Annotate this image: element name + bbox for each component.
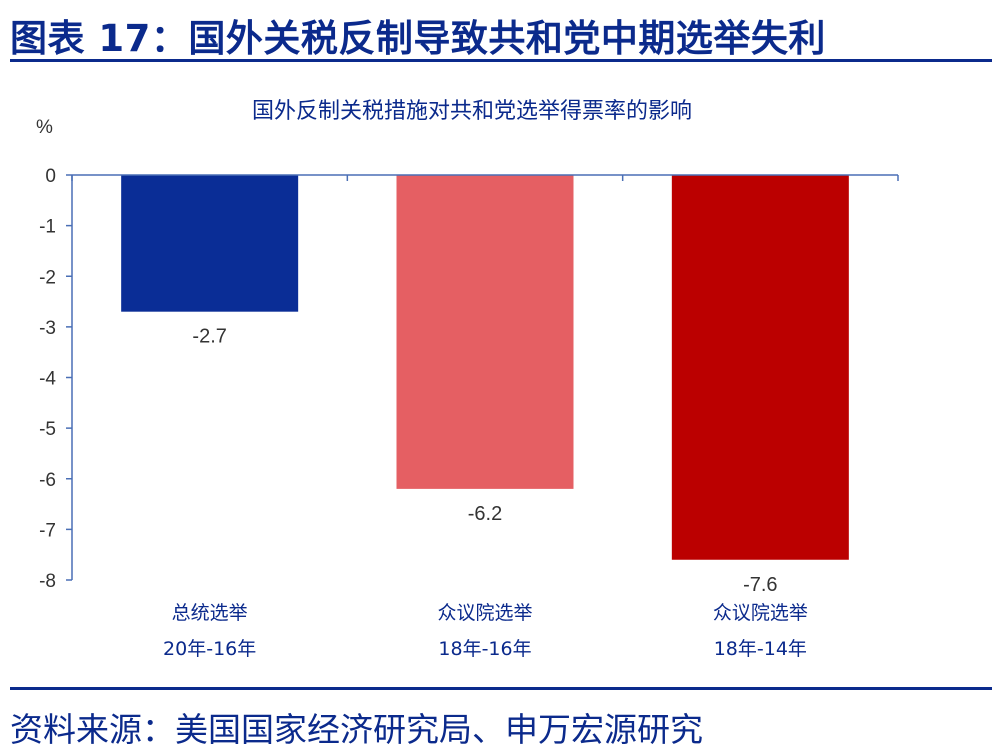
category-label-line2: 18年-14年 xyxy=(714,638,807,660)
category-label-line2: 20年-16年 xyxy=(163,638,256,660)
title-divider xyxy=(10,59,992,62)
category-label-line1: 众议院选举 xyxy=(437,602,532,624)
category-label-line1: 众议院选举 xyxy=(713,602,808,624)
value-labels: -2.7 -6.2 -7.6 xyxy=(192,326,777,596)
category-label-line1: 总统选举 xyxy=(172,602,248,624)
data-label: -7.6 xyxy=(743,574,777,596)
y-tick-label: -8 xyxy=(39,571,56,592)
y-axis: 0 -1 -2 -3 -4 -5 -6 -7 -8 xyxy=(39,166,73,592)
bar-chart: 国外反制关税措施对共和党选举得票率的影响 % 0 -1 -2 -3 -4 -5 -6 -7 -8… xyxy=(36,99,899,660)
bar xyxy=(396,175,574,489)
data-label: -6.2 xyxy=(468,503,502,525)
chart-title: 国外反制关税措施对共和党选举得票率的影响 xyxy=(252,99,692,124)
y-tick-label: -5 xyxy=(39,419,56,440)
y-tick-label: -7 xyxy=(39,520,56,541)
y-tick-label: -3 xyxy=(39,318,56,339)
y-tick-label: 0 xyxy=(45,166,56,187)
y-axis-unit-label: % xyxy=(36,117,53,138)
figure-title: 图表 17：国外关税反制导致共和党中期选举失利 xyxy=(10,17,826,60)
data-label: -2.7 xyxy=(192,326,226,348)
footer-divider xyxy=(10,687,992,690)
y-tick-label: -2 xyxy=(39,267,56,288)
y-tick-label: -6 xyxy=(39,470,56,491)
category-label-line2: 18年-16年 xyxy=(438,638,531,660)
bar xyxy=(121,175,299,312)
x-axis xyxy=(71,174,899,181)
y-tick-label: -4 xyxy=(39,369,56,390)
bar-series xyxy=(121,175,849,560)
source-note: 资料来源：美国国家经济研究局、申万宏源研究 xyxy=(10,710,703,749)
bar xyxy=(671,175,849,560)
y-tick-label: -1 xyxy=(39,217,56,238)
